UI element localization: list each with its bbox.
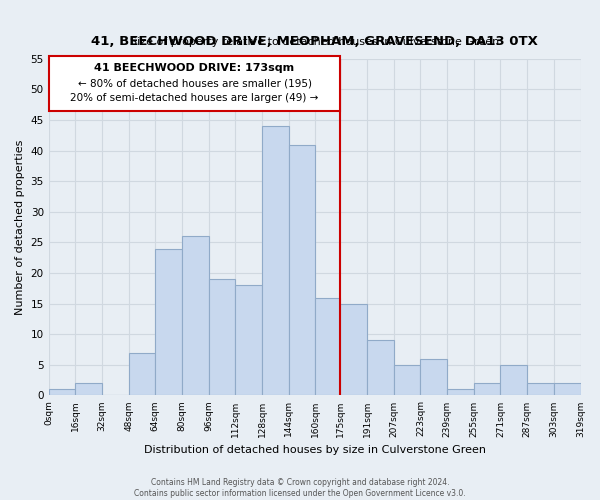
- Text: 41 BEECHWOOD DRIVE: 173sqm: 41 BEECHWOOD DRIVE: 173sqm: [94, 63, 295, 73]
- Text: ← 80% of detached houses are smaller (195): ← 80% of detached houses are smaller (19…: [77, 78, 311, 88]
- Text: Contains HM Land Registry data © Crown copyright and database right 2024.
Contai: Contains HM Land Registry data © Crown c…: [134, 478, 466, 498]
- Bar: [554, 383, 581, 396]
- Bar: [421, 358, 447, 396]
- Title: 41, BEECHWOOD DRIVE, MEOPHAM, GRAVESEND, DA13 0TX: 41, BEECHWOOD DRIVE, MEOPHAM, GRAVESEND,…: [91, 35, 538, 48]
- Bar: [209, 279, 235, 396]
- Bar: [316, 298, 340, 396]
- X-axis label: Distribution of detached houses by size in Culverstone Green: Distribution of detached houses by size …: [143, 445, 485, 455]
- Bar: [182, 236, 209, 396]
- Bar: [367, 340, 394, 396]
- Bar: [500, 365, 527, 396]
- Bar: [474, 383, 500, 396]
- Bar: [262, 126, 289, 396]
- FancyBboxPatch shape: [49, 56, 340, 111]
- Bar: [447, 390, 474, 396]
- Bar: [235, 286, 262, 396]
- Bar: [128, 352, 155, 396]
- Bar: [49, 390, 76, 396]
- Bar: [527, 383, 554, 396]
- Text: 20% of semi-detached houses are larger (49) →: 20% of semi-detached houses are larger (…: [70, 92, 319, 102]
- Bar: [76, 383, 102, 396]
- Bar: [394, 365, 421, 396]
- Text: Size of property relative to detached houses in Culverstone Green: Size of property relative to detached ho…: [130, 37, 499, 47]
- Bar: [289, 144, 316, 396]
- Bar: [155, 248, 182, 396]
- Bar: [340, 304, 367, 396]
- Y-axis label: Number of detached properties: Number of detached properties: [15, 140, 25, 315]
